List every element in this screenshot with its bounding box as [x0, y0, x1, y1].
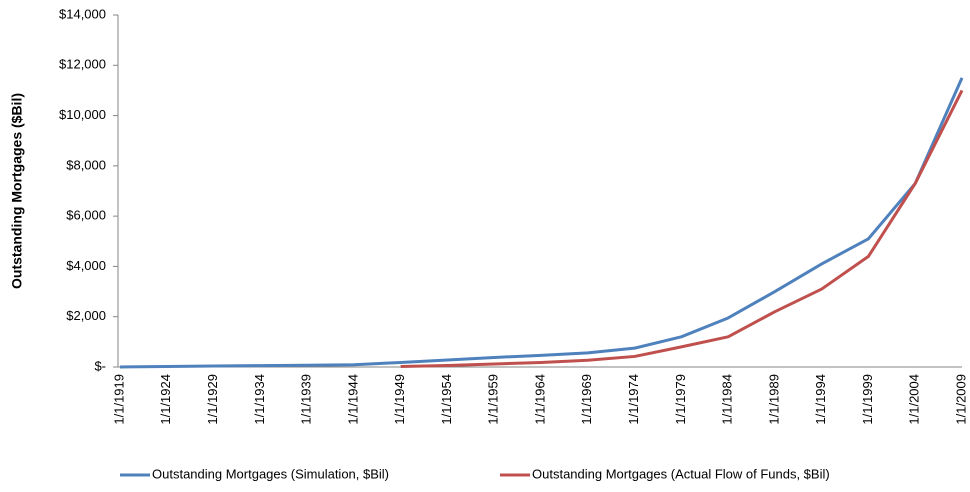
y-tick-label: $8,000 — [66, 157, 106, 172]
y-tick-label: $14,000 — [59, 6, 106, 21]
x-tick-label: 1/1/1919 — [111, 374, 126, 425]
y-axis-label: Outstanding Mortgages ($Bil) — [9, 93, 25, 289]
x-tick-label: 1/1/1924 — [158, 374, 173, 425]
x-tick-label: 1/1/1954 — [439, 374, 454, 425]
x-tick-label: 1/1/1949 — [392, 374, 407, 425]
legend-label: Outstanding Mortgages (Simulation, $Bil) — [152, 466, 389, 481]
y-tick-label: $4,000 — [66, 258, 106, 273]
x-tick-label: 1/1/2009 — [953, 374, 968, 425]
x-tick-label: 1/1/1979 — [673, 374, 688, 425]
series-line — [119, 77, 964, 369]
x-tick-label: 1/1/1929 — [205, 374, 220, 425]
x-tick-label: 1/1/1994 — [813, 374, 828, 425]
series-line — [400, 89, 964, 368]
y-tick-label: $- — [94, 358, 106, 373]
x-tick-label: 1/1/1984 — [720, 374, 735, 425]
x-tick-label: 1/1/1959 — [486, 374, 501, 425]
x-tick-label: 1/1/1934 — [252, 374, 267, 425]
y-tick-label: $10,000 — [59, 107, 106, 122]
x-tick-label: 1/1/1939 — [299, 374, 314, 425]
x-tick-label: 1/1/1964 — [532, 374, 547, 425]
x-tick-label: 1/1/1989 — [766, 374, 781, 425]
x-tick-label: 1/1/1974 — [626, 374, 641, 425]
y-tick-label: $12,000 — [59, 57, 106, 72]
x-tick-label: 1/1/2004 — [907, 374, 922, 425]
x-tick-label: 1/1/1999 — [860, 374, 875, 425]
y-tick-label: $6,000 — [66, 208, 106, 223]
x-tick-label: 1/1/1969 — [579, 374, 594, 425]
y-tick-label: $2,000 — [66, 308, 106, 323]
x-tick-label: 1/1/1944 — [345, 374, 360, 425]
legend-label: Outstanding Mortgages (Actual Flow of Fu… — [532, 466, 830, 481]
